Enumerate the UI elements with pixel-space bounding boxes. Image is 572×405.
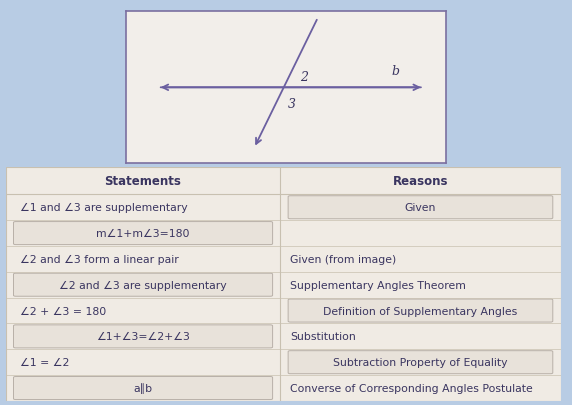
FancyBboxPatch shape: [288, 196, 553, 219]
Text: ∠1+∠3=∠2+∠3: ∠1+∠3=∠2+∠3: [96, 332, 190, 341]
FancyBboxPatch shape: [14, 377, 273, 400]
Text: a∥b: a∥b: [133, 383, 153, 394]
FancyBboxPatch shape: [14, 273, 273, 296]
Text: Substitution: Substitution: [291, 332, 356, 341]
Text: Statements: Statements: [105, 175, 181, 188]
FancyBboxPatch shape: [288, 299, 553, 322]
Text: ∠1 = ∠2: ∠1 = ∠2: [19, 357, 69, 367]
FancyBboxPatch shape: [14, 325, 273, 348]
Text: ∠2 and ∠3 form a linear pair: ∠2 and ∠3 form a linear pair: [19, 254, 178, 264]
Text: 3: 3: [288, 98, 296, 111]
Text: m∠1+m∠3=180: m∠1+m∠3=180: [96, 228, 190, 239]
FancyBboxPatch shape: [14, 222, 273, 245]
Text: ∠1 and ∠3 are supplementary: ∠1 and ∠3 are supplementary: [19, 203, 187, 213]
Text: Converse of Corresponding Angles Postulate: Converse of Corresponding Angles Postula…: [291, 383, 533, 393]
Text: Reasons: Reasons: [393, 175, 448, 188]
Text: b: b: [392, 64, 400, 77]
Text: Given: Given: [405, 203, 436, 213]
Text: Supplementary Angles Theorem: Supplementary Angles Theorem: [291, 280, 466, 290]
Text: ∠2 + ∠3 = 180: ∠2 + ∠3 = 180: [19, 306, 106, 316]
Text: ∠2 and ∠3 are supplementary: ∠2 and ∠3 are supplementary: [59, 280, 227, 290]
FancyBboxPatch shape: [288, 351, 553, 374]
Text: 2: 2: [300, 70, 308, 83]
Text: Given (from image): Given (from image): [291, 254, 396, 264]
Text: Subtraction Property of Equality: Subtraction Property of Equality: [333, 357, 508, 367]
Text: Definition of Supplementary Angles: Definition of Supplementary Angles: [323, 306, 518, 316]
